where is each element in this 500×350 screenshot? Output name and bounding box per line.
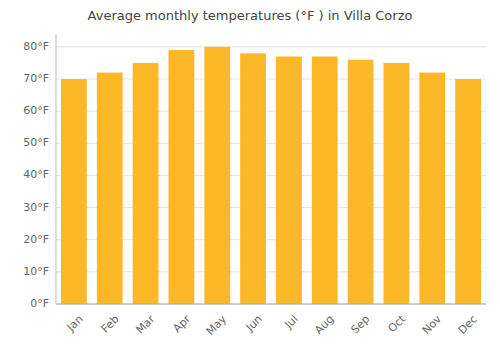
x-tick-label: Jul	[281, 313, 300, 332]
chart-container: 0°F 10°F 20°F 30°F 40°F 50°F 60°F 70°F 80°F Jan: …	[0, 0, 500, 350]
bar: Jun: 78	[240, 53, 266, 304]
x-tick-label: Apr	[171, 312, 194, 335]
bar: Nov: 72	[419, 73, 445, 304]
bar: Aug: 77	[312, 57, 338, 305]
y-tick-label: 60°F	[23, 104, 49, 117]
bar: Feb: 72	[97, 73, 123, 304]
chart-title: Average monthly temperatures (°F ) in Vi…	[88, 8, 413, 23]
x-tick-label: Jan	[64, 313, 86, 335]
y-tick-labels: 0°F 10°F 20°F 30°F 40°F 50°F 60°F 70°F 80°F	[23, 40, 49, 310]
bar: Mar: 75	[133, 63, 159, 304]
y-tick-label: 50°F	[23, 136, 49, 149]
x-tick-label: Jun	[243, 313, 265, 335]
y-tick-label: 0°F	[30, 297, 49, 310]
x-tick-label: Oct	[386, 312, 409, 335]
y-tick-label: 40°F	[23, 168, 49, 181]
grid-line	[56, 304, 486, 305]
x-tick-label: Dec	[456, 313, 480, 337]
bar: Dec: 70	[455, 79, 481, 304]
x-tick-label: Feb	[99, 313, 122, 336]
bar: Jul: 77	[276, 57, 302, 305]
bar: May: 80	[204, 47, 230, 304]
x-tick-labels: Jan Feb Mar Apr May Jun Jul Aug Sep Oct Nov Dec	[64, 312, 480, 338]
x-tick-label: May	[204, 312, 230, 338]
x-tick-label: Mar	[133, 312, 157, 336]
x-tick-label: Nov	[420, 312, 445, 337]
x-tick-label: Sep	[349, 313, 373, 337]
grid	[56, 47, 486, 304]
y-tick-label: 20°F	[23, 233, 49, 246]
x-tick-label: Aug	[312, 313, 336, 337]
y-tick-label: 10°F	[23, 265, 49, 278]
grid-line	[56, 46, 486, 47]
y-axis-line	[56, 34, 57, 304]
bar: Sep: 76	[348, 60, 374, 304]
bar: Oct: 75	[384, 63, 410, 304]
bar: Jan: 70	[61, 79, 87, 304]
chart-svg: 0°F 10°F 20°F 30°F 40°F 50°F 60°F 70°F 80°F Jan: …	[0, 0, 500, 350]
x-axis-line	[56, 304, 486, 305]
y-tick-label: 30°F	[23, 201, 49, 214]
bar: Apr: 79	[169, 50, 195, 304]
y-tick-label: 80°F	[23, 40, 49, 53]
bars: Jan: 70 Feb: 72 Mar: 75 Apr: 79 May: 80 Jun: …	[61, 47, 481, 304]
y-tick-label: 70°F	[23, 72, 49, 85]
